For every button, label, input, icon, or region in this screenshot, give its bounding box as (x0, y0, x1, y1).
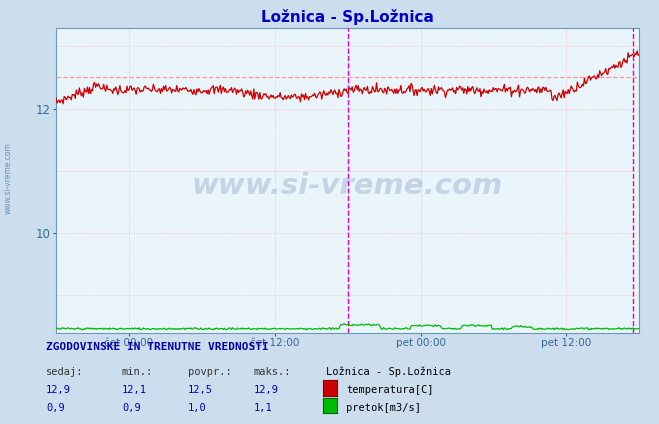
Text: 12,9: 12,9 (254, 385, 279, 396)
Text: maks.:: maks.: (254, 367, 291, 377)
Text: 1,0: 1,0 (188, 403, 206, 413)
Text: Ložnica - Sp.Ložnica: Ložnica - Sp.Ložnica (326, 367, 451, 377)
Text: sedaj:: sedaj: (46, 367, 84, 377)
Text: ZGODOVINSKE IN TRENUTNE VREDNOSTI: ZGODOVINSKE IN TRENUTNE VREDNOSTI (46, 342, 269, 352)
Text: 12,9: 12,9 (46, 385, 71, 396)
Text: povpr.:: povpr.: (188, 367, 231, 377)
Text: pretok[m3/s]: pretok[m3/s] (346, 403, 421, 413)
Text: 12,5: 12,5 (188, 385, 213, 396)
Text: www.si-vreme.com: www.si-vreme.com (192, 172, 503, 200)
Text: 12,1: 12,1 (122, 385, 147, 396)
Text: 0,9: 0,9 (46, 403, 65, 413)
Text: min.:: min.: (122, 367, 153, 377)
Text: 0,9: 0,9 (122, 403, 140, 413)
Text: temperatura[C]: temperatura[C] (346, 385, 434, 396)
Text: www.si-vreme.com: www.si-vreme.com (3, 142, 13, 214)
Title: Ložnica - Sp.Ložnica: Ložnica - Sp.Ložnica (261, 9, 434, 25)
Text: 1,1: 1,1 (254, 403, 272, 413)
